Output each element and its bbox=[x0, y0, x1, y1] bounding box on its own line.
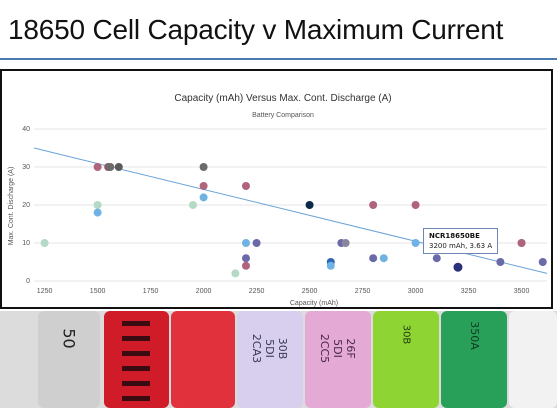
title-divider bbox=[0, 58, 557, 60]
battery-cell-pink: 26F 5DI 2CC5 bbox=[305, 311, 371, 408]
battery-cell-lavender: 30B 5DI 2CA3 bbox=[237, 311, 303, 408]
battery-cell-red bbox=[104, 311, 169, 408]
data-point[interactable] bbox=[114, 163, 123, 171]
x-tick-label: 2500 bbox=[302, 288, 318, 295]
y-tick-label: 40 bbox=[22, 126, 30, 133]
data-point[interactable] bbox=[188, 201, 197, 209]
battery-cell-green: 350A bbox=[441, 311, 507, 408]
data-tooltip: NCR18650BE 3200 mAh, 3.63 A bbox=[423, 228, 499, 254]
chart-title: Capacity (mAh) Versus Max. Cont. Dischar… bbox=[174, 93, 391, 104]
y-axis-label: Max. Cont. Discharge (A) bbox=[8, 167, 15, 246]
x-tick-label: 2750 bbox=[355, 288, 371, 295]
data-point[interactable] bbox=[241, 182, 250, 190]
y-tick-label: 0 bbox=[26, 278, 30, 285]
battery-label: 30B bbox=[400, 324, 412, 345]
data-point[interactable] bbox=[452, 261, 464, 273]
tooltip-detail: 3200 mAh, 3.63 A bbox=[429, 242, 493, 250]
battery-photo: 50 30B 5DI 2CA3 26F 5DI 2CC5 30B 350A bbox=[0, 311, 557, 408]
data-point[interactable] bbox=[241, 261, 250, 270]
data-point[interactable] bbox=[40, 239, 49, 247]
x-tick-label: 1500 bbox=[90, 288, 106, 295]
data-point[interactable] bbox=[241, 239, 250, 247]
y-tick-label: 30 bbox=[22, 164, 30, 171]
data-point[interactable] bbox=[93, 201, 102, 209]
data-point[interactable] bbox=[341, 239, 350, 247]
data-point[interactable] bbox=[199, 193, 208, 202]
battery-cell-lime: 30B bbox=[373, 311, 439, 408]
data-point[interactable] bbox=[432, 254, 441, 263]
slide-title: 18650 Cell Capacity v Maximum Current bbox=[8, 14, 504, 45]
x-tick-label: 2250 bbox=[249, 288, 265, 295]
data-point[interactable] bbox=[199, 182, 208, 190]
chart-frame: Capacity (mAh) Versus Max. Cont. Dischar… bbox=[0, 69, 553, 309]
data-point[interactable] bbox=[252, 239, 261, 247]
data-point[interactable] bbox=[538, 258, 547, 266]
data-point[interactable] bbox=[411, 201, 420, 209]
data-point[interactable] bbox=[241, 254, 250, 263]
battery-label: 26F 5DI 2CC5 bbox=[318, 333, 358, 364]
x-tick-label: 1250 bbox=[37, 288, 53, 295]
x-tick-label: 3500 bbox=[514, 288, 530, 295]
x-axis-label: Capacity (mAh) bbox=[290, 300, 338, 307]
x-tick-label: 3250 bbox=[461, 288, 477, 295]
scatter-chart: Capacity (mAh) Versus Max. Cont. Dischar… bbox=[8, 93, 548, 307]
battery-cell-red-2 bbox=[171, 311, 235, 408]
data-point[interactable] bbox=[106, 163, 115, 171]
battery-label: 350A bbox=[467, 321, 481, 350]
grid-layer bbox=[34, 128, 547, 282]
data-point[interactable] bbox=[199, 163, 208, 171]
points-layer bbox=[40, 163, 547, 278]
data-point[interactable] bbox=[326, 261, 335, 270]
data-point[interactable] bbox=[379, 254, 388, 263]
data-point[interactable] bbox=[231, 269, 240, 278]
tick-layer: 0 10 20 30 40 1250 1500 1750 2000 2250 2500 2750 300… bbox=[22, 126, 529, 295]
battery-cell-white bbox=[509, 311, 557, 408]
data-point[interactable] bbox=[305, 201, 314, 209]
data-point[interactable] bbox=[369, 254, 378, 263]
y-tick-label: 10 bbox=[22, 240, 30, 247]
battery-label: 30B 5DI 2CA3 bbox=[250, 333, 290, 364]
x-tick-label: 3000 bbox=[408, 288, 424, 295]
x-tick-label: 1750 bbox=[143, 288, 159, 295]
x-tick-label: 2000 bbox=[196, 288, 212, 295]
tooltip-name: NCR18650BE bbox=[429, 232, 480, 240]
data-point[interactable] bbox=[369, 201, 378, 209]
data-point[interactable] bbox=[496, 258, 505, 266]
data-point[interactable] bbox=[93, 163, 102, 171]
data-point[interactable] bbox=[411, 239, 420, 247]
battery-cell-grey: 50 bbox=[38, 311, 100, 408]
data-point[interactable] bbox=[517, 239, 526, 247]
y-tick-label: 20 bbox=[22, 202, 30, 209]
data-point[interactable] bbox=[93, 208, 102, 217]
battery-label: 50 bbox=[59, 328, 79, 349]
chart-subtitle: Battery Comparison bbox=[252, 112, 314, 119]
